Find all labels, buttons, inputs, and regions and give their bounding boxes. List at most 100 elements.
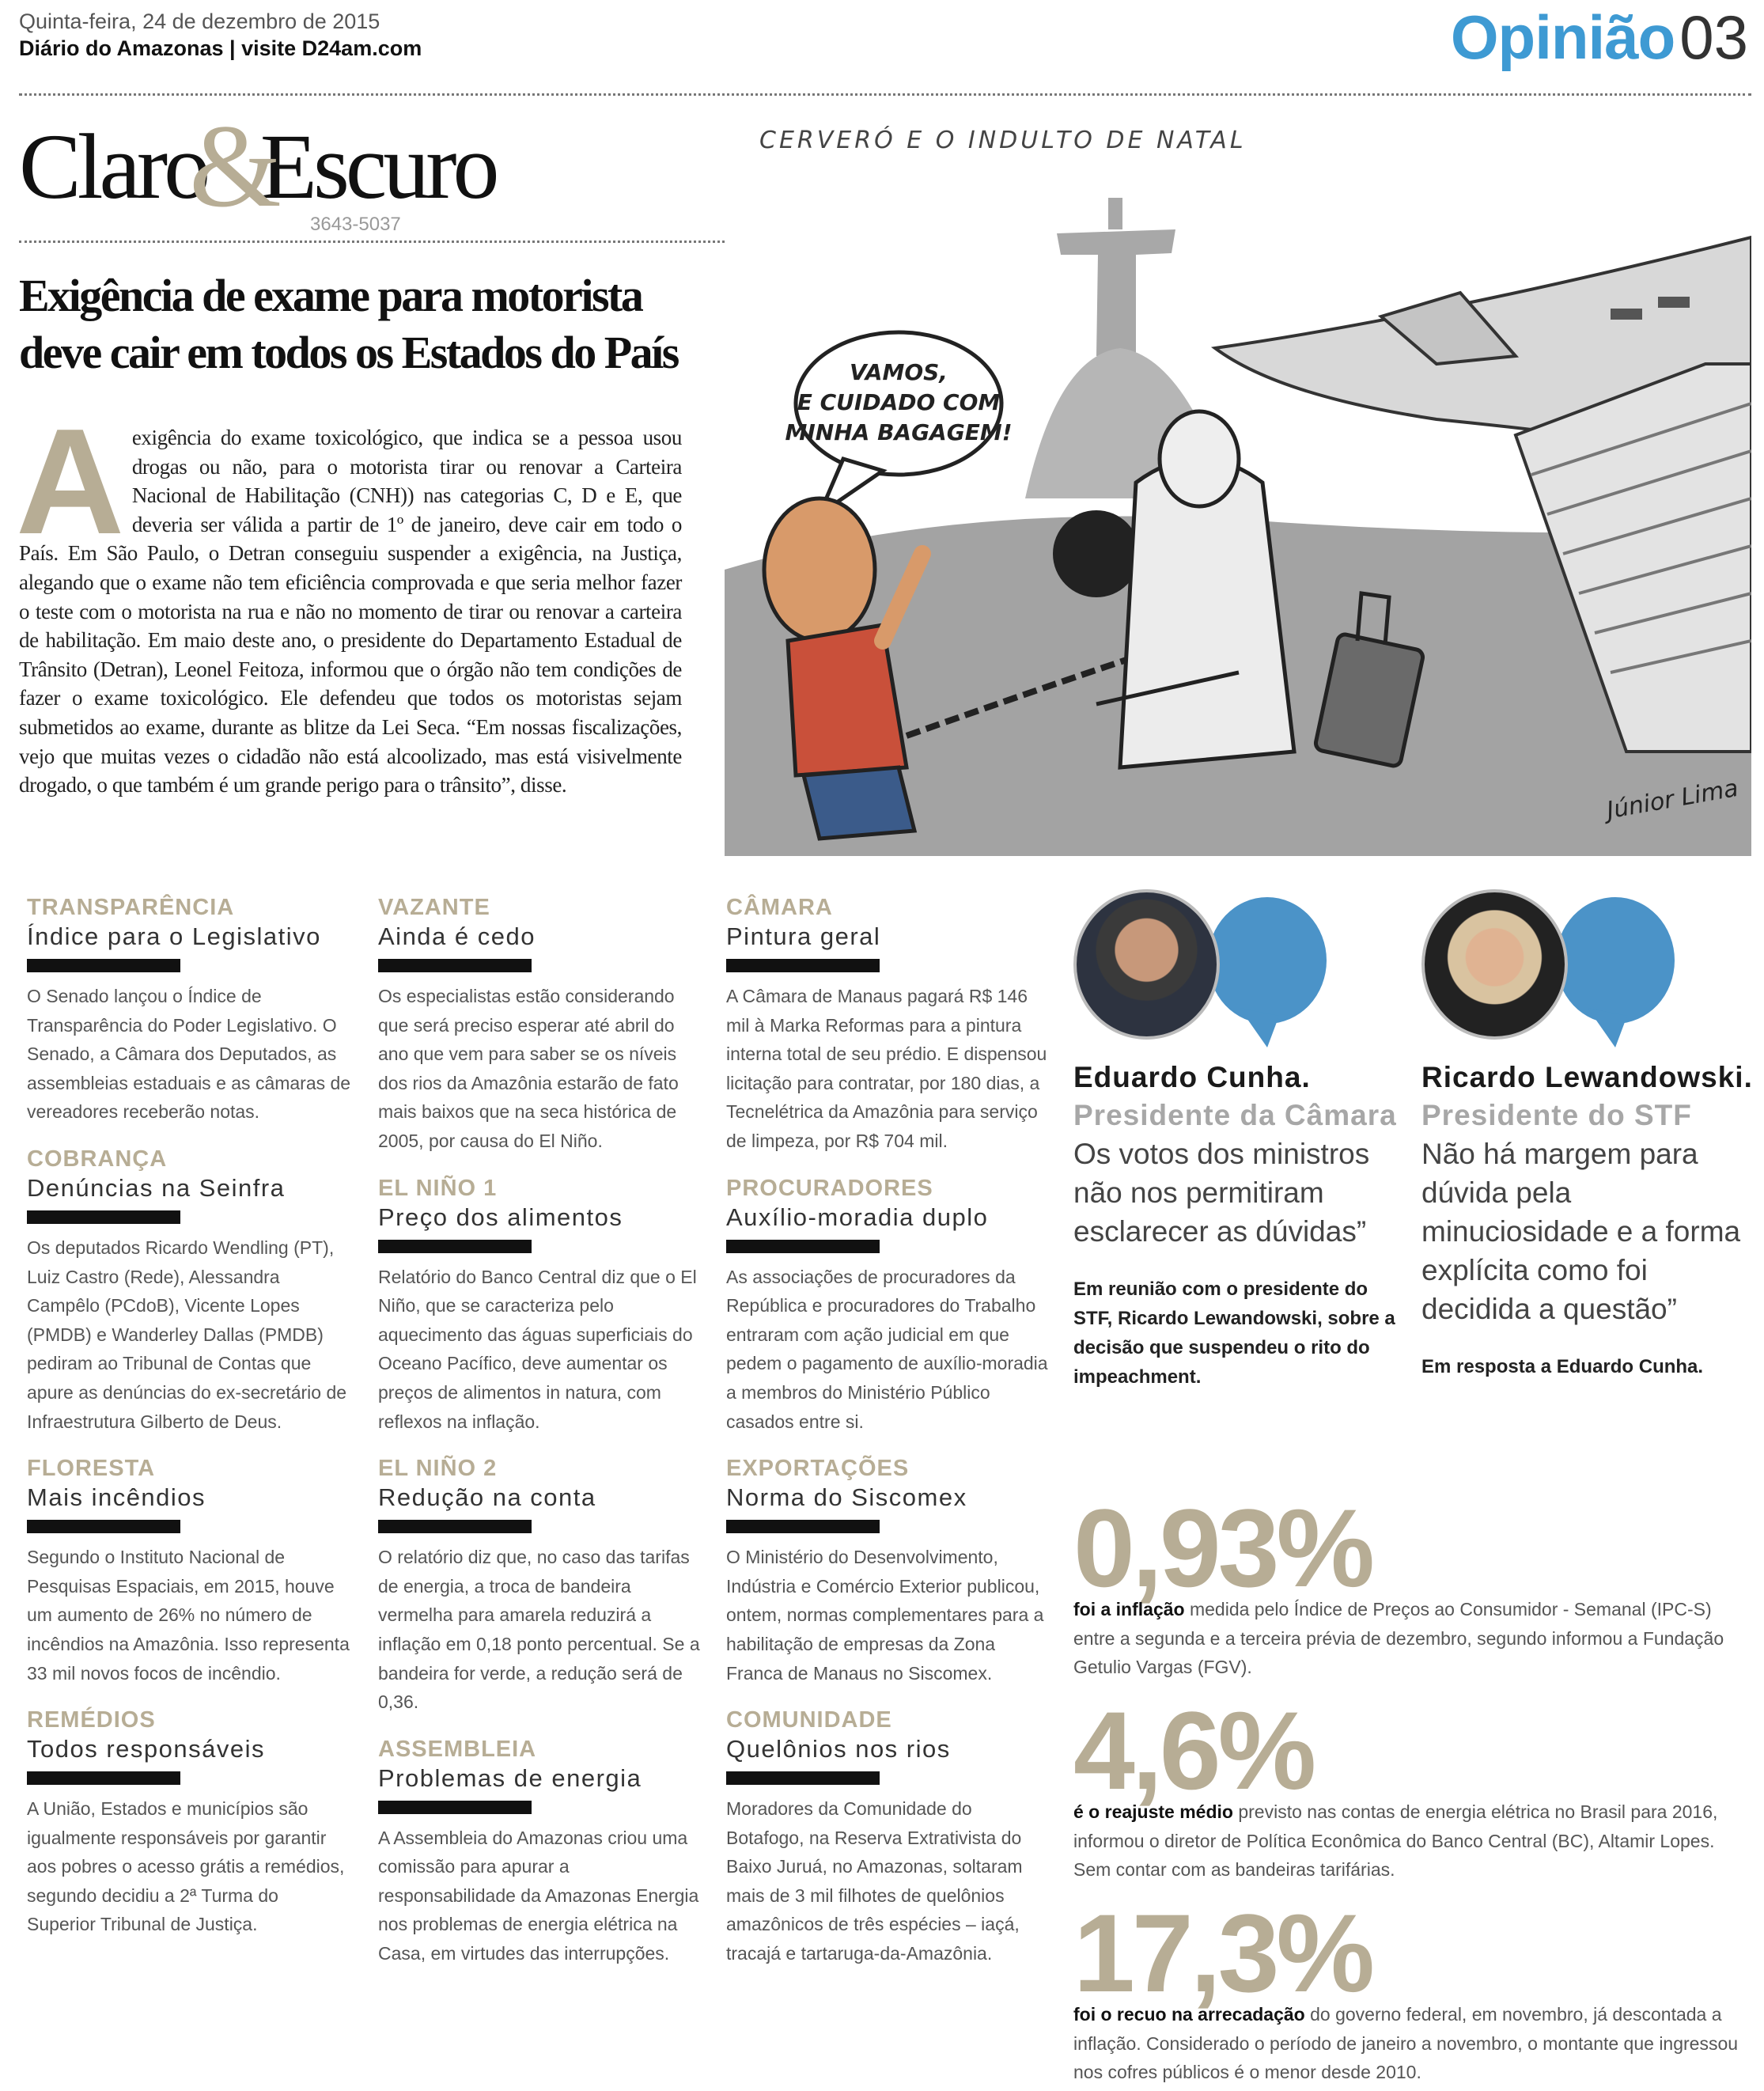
quote-bubble-icon (1208, 897, 1327, 1047)
quote-role: Presidente da Câmara (1073, 1099, 1397, 1131)
page-number: 03 (1679, 2, 1748, 72)
stat-lead: é o reajuste médio (1073, 1801, 1233, 1822)
brief-kicker: REMÉDIOS (27, 1707, 156, 1733)
brief-divider (726, 1771, 880, 1786)
brief-title: Índice para o Legislativo (27, 922, 321, 950)
stat-detail: do governo federal, em novembro, já desc… (1073, 2004, 1739, 2083)
brief-body: Moradores da Comunidade do Botafogo, na … (726, 1798, 1023, 1964)
section-header: Opinião03 (1451, 6, 1748, 68)
news-brief: TRANSPARÊNCIA Índice para o Legislativo O … (27, 894, 351, 1127)
stat-value: 17,3% (1073, 1891, 1375, 2015)
portrait (1421, 889, 1675, 1047)
brief-body: Relatório do Banco Central diz que o El … (378, 1266, 697, 1432)
brief-kicker: TRANSPARÊNCIA (27, 895, 235, 920)
boarding-stairs-icon (1513, 362, 1751, 753)
brief-kicker: COBRANÇA (27, 1146, 168, 1172)
news-brief: COMUNIDADE Quelônios nos rios Moradores da… (726, 1707, 1050, 1968)
logo-ampersand: & (189, 100, 282, 232)
news-brief: FLORESTA Mais incêndios Segundo o Institut… (27, 1455, 351, 1688)
brief-kicker: EL NIÑO 2 (378, 1456, 498, 1482)
quote-context: Em resposta a Eduardo Cunha. (1421, 1356, 1704, 1377)
headline-bold: Exigência de exame (19, 270, 370, 321)
column-phone: 3643-5037 (310, 214, 401, 235)
brief-title: Denúncias na Seinfra (27, 1173, 286, 1202)
headline-rest: para motorista deve cair em todos os Est… (19, 270, 679, 378)
speech-line-1: VAMOS, (850, 359, 948, 385)
brief-divider (378, 1800, 532, 1814)
stat-block: 4,6% é o reajuste médio previsto nas con… (1073, 1695, 1754, 1885)
brief-body: O Ministério do Desenvolvimento, Indústr… (726, 1547, 1044, 1684)
news-brief: ASSEMBLEIA Problemas de energia A Assemble… (378, 1736, 702, 1968)
ball-and-chain-icon (1053, 510, 1140, 597)
brief-title: Ainda é cedo (378, 922, 536, 950)
quote-text: Não há margem para dúvida pela minuciosi… (1421, 1138, 1741, 1325)
brief-divider (726, 959, 880, 972)
quote-text: Os votos dos ministros não nos permitira… (1073, 1138, 1370, 1248)
justice-figure (1096, 409, 1297, 770)
brief-kicker: VAZANTE (378, 895, 490, 920)
speech-line-3: MINHA BAGAGEM! (785, 419, 1013, 445)
article-headline: Exigência de exame para motorista deve c… (19, 267, 723, 381)
speech-line-2: E CUIDADO COM (797, 389, 1001, 415)
brief-kicker: CÂMARA (726, 895, 833, 920)
brief-title: Todos responsáveis (27, 1735, 265, 1763)
brief-title: Problemas de energia (378, 1763, 642, 1792)
stat-lead: foi a inflação (1073, 1599, 1185, 1619)
man-caricature (762, 496, 931, 841)
stat-text: foi a inflação medida pelo Índice de Pre… (1073, 1595, 1754, 1682)
avatar (1421, 889, 1568, 1040)
quote-name: Ricardo Lewandowski. (1421, 1061, 1753, 1093)
news-brief: EL NIÑO 1 Preço dos alimentos Relatório do… (378, 1175, 702, 1437)
brief-title: Pintura geral (726, 922, 881, 950)
newspaper-name: Diário do Amazonas | visite D24am.com (19, 36, 422, 60)
quote-role: Presidente do STF (1421, 1099, 1692, 1131)
brief-kicker: EXPORTAÇÕES (726, 1456, 910, 1482)
brief-body: As associações de procuradores da Repúbl… (726, 1266, 1048, 1432)
brief-body: A Assembleia do Amazonas criou uma comis… (378, 1827, 699, 1964)
brief-kicker: ASSEMBLEIA (378, 1736, 537, 1762)
briefs-column: TRANSPARÊNCIA Índice para o Legislativo O … (27, 894, 351, 1958)
brief-body: A União, Estados e municípios são igualm… (27, 1798, 345, 1935)
quote-name: Eduardo Cunha. (1073, 1061, 1311, 1093)
editorial-cartoon: VAMOS, E CUIDADO COM MINHA BAGAGEM! Júni… (725, 198, 1751, 856)
logo-word-claro: Claro (19, 115, 210, 218)
brief-title: Auxílio-moradia duplo (726, 1203, 989, 1231)
brief-title: Norma do Siscomex (726, 1483, 967, 1512)
brief-kicker: EL NIÑO 1 (378, 1175, 498, 1201)
article-text: exigência do exame toxicológico, que ind… (19, 426, 682, 797)
quote-context: Em reunião com o presidente do STF, Rica… (1073, 1278, 1395, 1388)
stat-lead: foi o recuo na arrecadação (1073, 2004, 1305, 2025)
drop-cap: A (16, 398, 124, 566)
news-brief: VAZANTE Ainda é cedo Os especialistas estã… (378, 894, 702, 1156)
brief-divider (27, 1210, 180, 1224)
stat-value: 0,93% (1073, 1486, 1375, 1610)
stat-detail: previsto nas contas de energia elétrica … (1073, 1801, 1718, 1881)
scales-icon (1096, 670, 1240, 706)
brief-divider (27, 959, 180, 972)
issue-date: Quinta-feira, 24 de dezembro de 2015 (19, 9, 380, 33)
news-brief: COBRANÇA Denúncias na Seinfra Os deputados… (27, 1146, 351, 1436)
brief-title: Redução na conta (378, 1483, 596, 1512)
brief-body: Os deputados Ricardo Wendling (PT), Luiz… (27, 1237, 347, 1432)
brief-divider (378, 1520, 532, 1534)
briefs-column: CÂMARA Pintura geral A Câmara de Manaus pa… (726, 894, 1050, 1987)
news-brief: PROCURADORES Auxílio-moradia duplo As asso… (726, 1175, 1050, 1437)
quote-bubble-icon (1556, 897, 1675, 1047)
brief-body: A Câmara de Manaus pagará R$ 146 mil à M… (726, 986, 1047, 1151)
brief-body: O Senado lançou o Índice de Transparênci… (27, 986, 351, 1123)
news-brief: REMÉDIOS Todos responsáveis A União, Estad… (27, 1707, 351, 1939)
brief-title: Mais incêndios (27, 1483, 206, 1512)
logo-word-escuro: Escuro (259, 115, 500, 218)
brief-divider (378, 959, 532, 972)
brief-body: Segundo o Instituto Nacional de Pesquisa… (27, 1547, 350, 1684)
stat-block: 0,93% foi a inflação medida pelo Índice … (1073, 1486, 1754, 1682)
news-brief: CÂMARA Pintura geral A Câmara de Manaus pa… (726, 894, 1050, 1156)
brief-divider (378, 1239, 532, 1253)
brief-title: Preço dos alimentos (378, 1203, 623, 1231)
brief-divider (726, 1239, 880, 1253)
news-brief: EL NIÑO 2 Redução na conta O relatório diz… (378, 1455, 702, 1717)
avatar (1073, 889, 1220, 1040)
cartoon-title: CERVERÓ E O INDULTO DE NATAL (759, 127, 1247, 154)
brief-divider (27, 1771, 180, 1786)
brief-kicker: FLORESTA (27, 1456, 156, 1482)
